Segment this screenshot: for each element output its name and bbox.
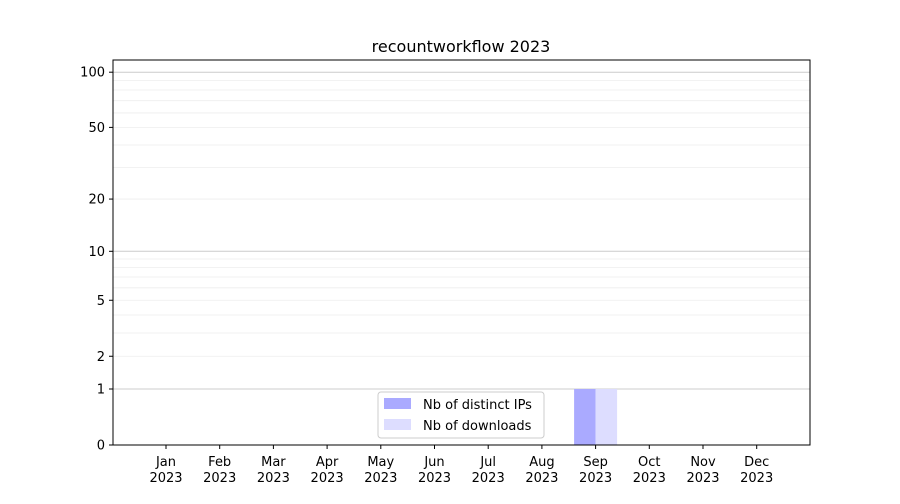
x-tick-label-month: Feb xyxy=(208,455,231,470)
bar-downloads xyxy=(595,389,618,445)
y-axis: 0 1 2 5 10 20 50 100 xyxy=(80,66,113,454)
x-tick-label-month: Nov xyxy=(690,455,716,470)
x-tick-label-year: 2023 xyxy=(149,471,182,486)
plot-frame xyxy=(112,59,811,446)
chart-title: recountworkflow 2023 xyxy=(372,37,551,56)
x-tick-label-year: 2023 xyxy=(633,471,666,486)
x-tick-label-month: May xyxy=(367,455,394,470)
x-tick-label-month: Apr xyxy=(316,455,339,470)
x-tick-label-year: 2023 xyxy=(364,471,397,486)
x-tick-label-year: 2023 xyxy=(472,471,505,486)
y-tick-label: 50 xyxy=(88,121,105,136)
x-tick-label-month: Aug xyxy=(529,455,554,470)
x-tick-label-month: Dec xyxy=(744,455,769,470)
y-tick-label: 0 xyxy=(97,439,105,454)
x-tick-label-month: Mar xyxy=(261,455,286,470)
legend-box xyxy=(377,391,545,439)
x-axis: Jan2023Feb2023Mar2023Apr2023May2023Jun20… xyxy=(149,445,773,486)
bars xyxy=(574,389,618,445)
y-tick-label: 10 xyxy=(88,245,105,260)
x-tick-label-year: 2023 xyxy=(418,471,451,486)
x-tick-label-year: 2023 xyxy=(686,471,719,486)
legend-swatch-ips xyxy=(384,398,411,409)
y-tick-label: 5 xyxy=(97,294,105,309)
x-tick-label-year: 2023 xyxy=(203,471,236,486)
x-tick-label-year: 2023 xyxy=(740,471,773,486)
gridlines xyxy=(113,71,810,390)
y-tick-label: 100 xyxy=(80,66,105,81)
legend-swatch-downloads xyxy=(384,419,411,430)
x-tick-label-month: Sep xyxy=(583,455,608,470)
x-tick-label-month: Oct xyxy=(638,455,660,470)
y-tick-label: 20 xyxy=(88,193,105,208)
y-tick-label: 1 xyxy=(97,383,105,398)
y-tick-label: 2 xyxy=(97,350,105,365)
x-tick-label-year: 2023 xyxy=(579,471,612,486)
x-tick-label-month: Jul xyxy=(479,455,496,470)
legend-label-ips: Nb of distinct IPs xyxy=(423,398,532,413)
x-tick-label-year: 2023 xyxy=(525,471,558,486)
x-tick-label-month: Jan xyxy=(155,455,176,470)
bar-distinct-ips xyxy=(574,389,596,445)
legend-label-downloads: Nb of downloads xyxy=(423,419,532,434)
x-tick-label-year: 2023 xyxy=(257,471,290,486)
x-tick-label-month: Jun xyxy=(423,455,444,470)
x-tick-label-year: 2023 xyxy=(311,471,344,486)
legend: Nb of distinct IPs Nb of downloads xyxy=(377,391,545,439)
